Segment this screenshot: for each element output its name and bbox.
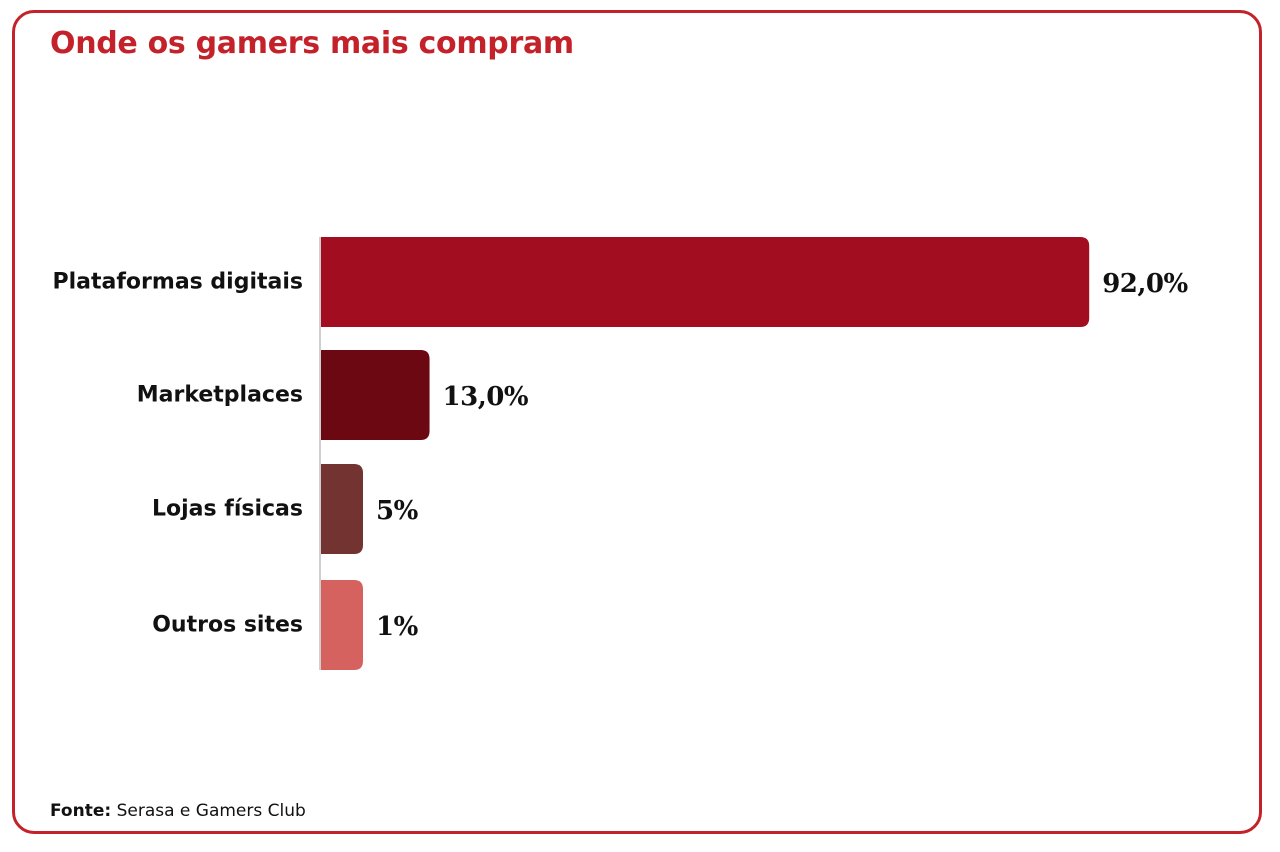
bar-marketplaces <box>321 350 430 440</box>
bar-outros-sites <box>321 580 363 670</box>
category-label-plataformas-digitais: Plataformas digitais <box>52 270 303 295</box>
chart-frame <box>12 10 1262 834</box>
source-note: Fonte: Serasa e Gamers Club <box>50 801 306 821</box>
source-text: Serasa e Gamers Club <box>116 801 306 821</box>
category-label-marketplaces: Marketplaces <box>137 383 303 408</box>
category-label-lojas-fisicas: Lojas físicas <box>152 497 303 522</box>
value-label-lojas-fisicas: 5% <box>376 496 419 526</box>
value-label-marketplaces: 13,0% <box>443 382 529 412</box>
category-label-outros-sites: Outros sites <box>152 613 303 638</box>
value-label-plataformas-digitais: 92,0% <box>1102 269 1188 299</box>
value-label-outros-sites: 1% <box>376 612 419 642</box>
bar-lojas-fisicas <box>321 464 363 554</box>
source-label: Fonte: <box>50 801 112 821</box>
chart-title: Onde os gamers mais compram <box>50 26 574 61</box>
bar-plataformas-digitais <box>321 237 1090 327</box>
